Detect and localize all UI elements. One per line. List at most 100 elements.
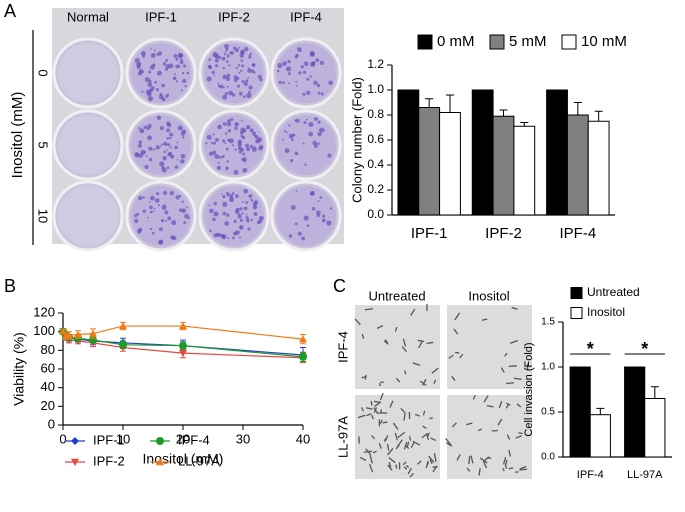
cell <box>406 441 410 447</box>
row-label: 10 <box>36 209 51 223</box>
colony <box>182 136 185 139</box>
colony <box>180 153 186 159</box>
colony <box>151 231 155 235</box>
colony <box>319 127 325 133</box>
colony <box>162 155 167 161</box>
cell <box>506 382 515 385</box>
colony <box>224 92 228 96</box>
cell <box>374 401 382 407</box>
colony <box>317 199 320 202</box>
colony <box>235 66 238 70</box>
colony <box>248 54 251 57</box>
bar <box>439 112 461 216</box>
error-bar <box>596 407 605 415</box>
colony <box>242 167 248 173</box>
cell <box>510 340 518 344</box>
colony <box>152 148 155 151</box>
colony <box>138 140 142 144</box>
colony <box>245 79 249 83</box>
colony <box>329 207 333 210</box>
cell <box>400 407 406 413</box>
colony <box>313 80 318 86</box>
colony <box>181 72 185 75</box>
colony <box>161 83 165 88</box>
column-label: IPF-1 <box>145 9 177 24</box>
y-tick-label: 0.0 <box>367 207 384 221</box>
colony <box>178 65 181 68</box>
colony <box>243 188 249 194</box>
cell <box>371 435 376 440</box>
colony <box>245 216 249 220</box>
colony <box>226 73 231 78</box>
cell <box>404 444 410 449</box>
cell <box>453 328 459 335</box>
colony <box>157 204 160 207</box>
cell <box>389 400 394 408</box>
cell <box>412 440 421 446</box>
colony <box>319 60 324 65</box>
colony <box>227 138 231 142</box>
colony <box>296 84 298 87</box>
legend-marker <box>156 458 164 466</box>
column-label: Untreated <box>368 288 425 303</box>
cell <box>508 450 511 457</box>
colony <box>316 213 320 218</box>
colony <box>217 82 220 85</box>
cell <box>479 457 488 464</box>
colony <box>241 135 246 140</box>
colony <box>160 143 163 146</box>
colony <box>161 205 167 210</box>
colony <box>139 128 145 134</box>
colony <box>158 94 164 100</box>
y-tick-label: 0.0 <box>541 452 555 463</box>
colony <box>316 83 321 88</box>
cell <box>452 422 457 428</box>
colony <box>253 71 256 74</box>
colony <box>233 219 237 224</box>
well-inner <box>58 43 118 103</box>
colony <box>286 66 292 72</box>
colony <box>213 211 219 217</box>
colony <box>237 46 240 49</box>
legend-swatch <box>417 34 433 50</box>
colony <box>179 208 183 213</box>
cell <box>409 473 414 478</box>
colony <box>150 47 152 50</box>
legend-label: IPF-1 <box>93 432 125 447</box>
colony <box>159 145 162 148</box>
colony <box>295 118 300 123</box>
micrograph <box>355 305 440 389</box>
colony <box>175 80 178 83</box>
cell <box>470 455 474 464</box>
x-tick-label: 20 <box>176 431 190 446</box>
marker <box>179 349 187 358</box>
colony <box>222 139 226 143</box>
colony <box>160 218 165 223</box>
colony <box>156 192 160 196</box>
cell <box>518 432 523 435</box>
colony <box>178 194 182 198</box>
colony <box>327 153 332 158</box>
colony <box>306 77 310 81</box>
colony <box>309 75 312 78</box>
panel-letter: B <box>4 276 16 296</box>
colony <box>253 212 258 216</box>
colony <box>159 161 165 167</box>
colony <box>150 86 155 91</box>
y-axis-label: Colony number (Fold) <box>349 77 364 203</box>
colony <box>315 58 320 62</box>
colony <box>226 54 230 58</box>
colony <box>257 74 262 79</box>
colony <box>224 50 227 53</box>
cell <box>395 464 398 469</box>
colony <box>247 227 251 231</box>
colony <box>322 214 326 218</box>
colony <box>319 196 323 199</box>
colony <box>258 215 264 221</box>
colony <box>227 129 232 133</box>
colony <box>154 81 157 84</box>
colony <box>233 169 239 175</box>
colony <box>235 230 240 235</box>
colony <box>155 87 160 92</box>
